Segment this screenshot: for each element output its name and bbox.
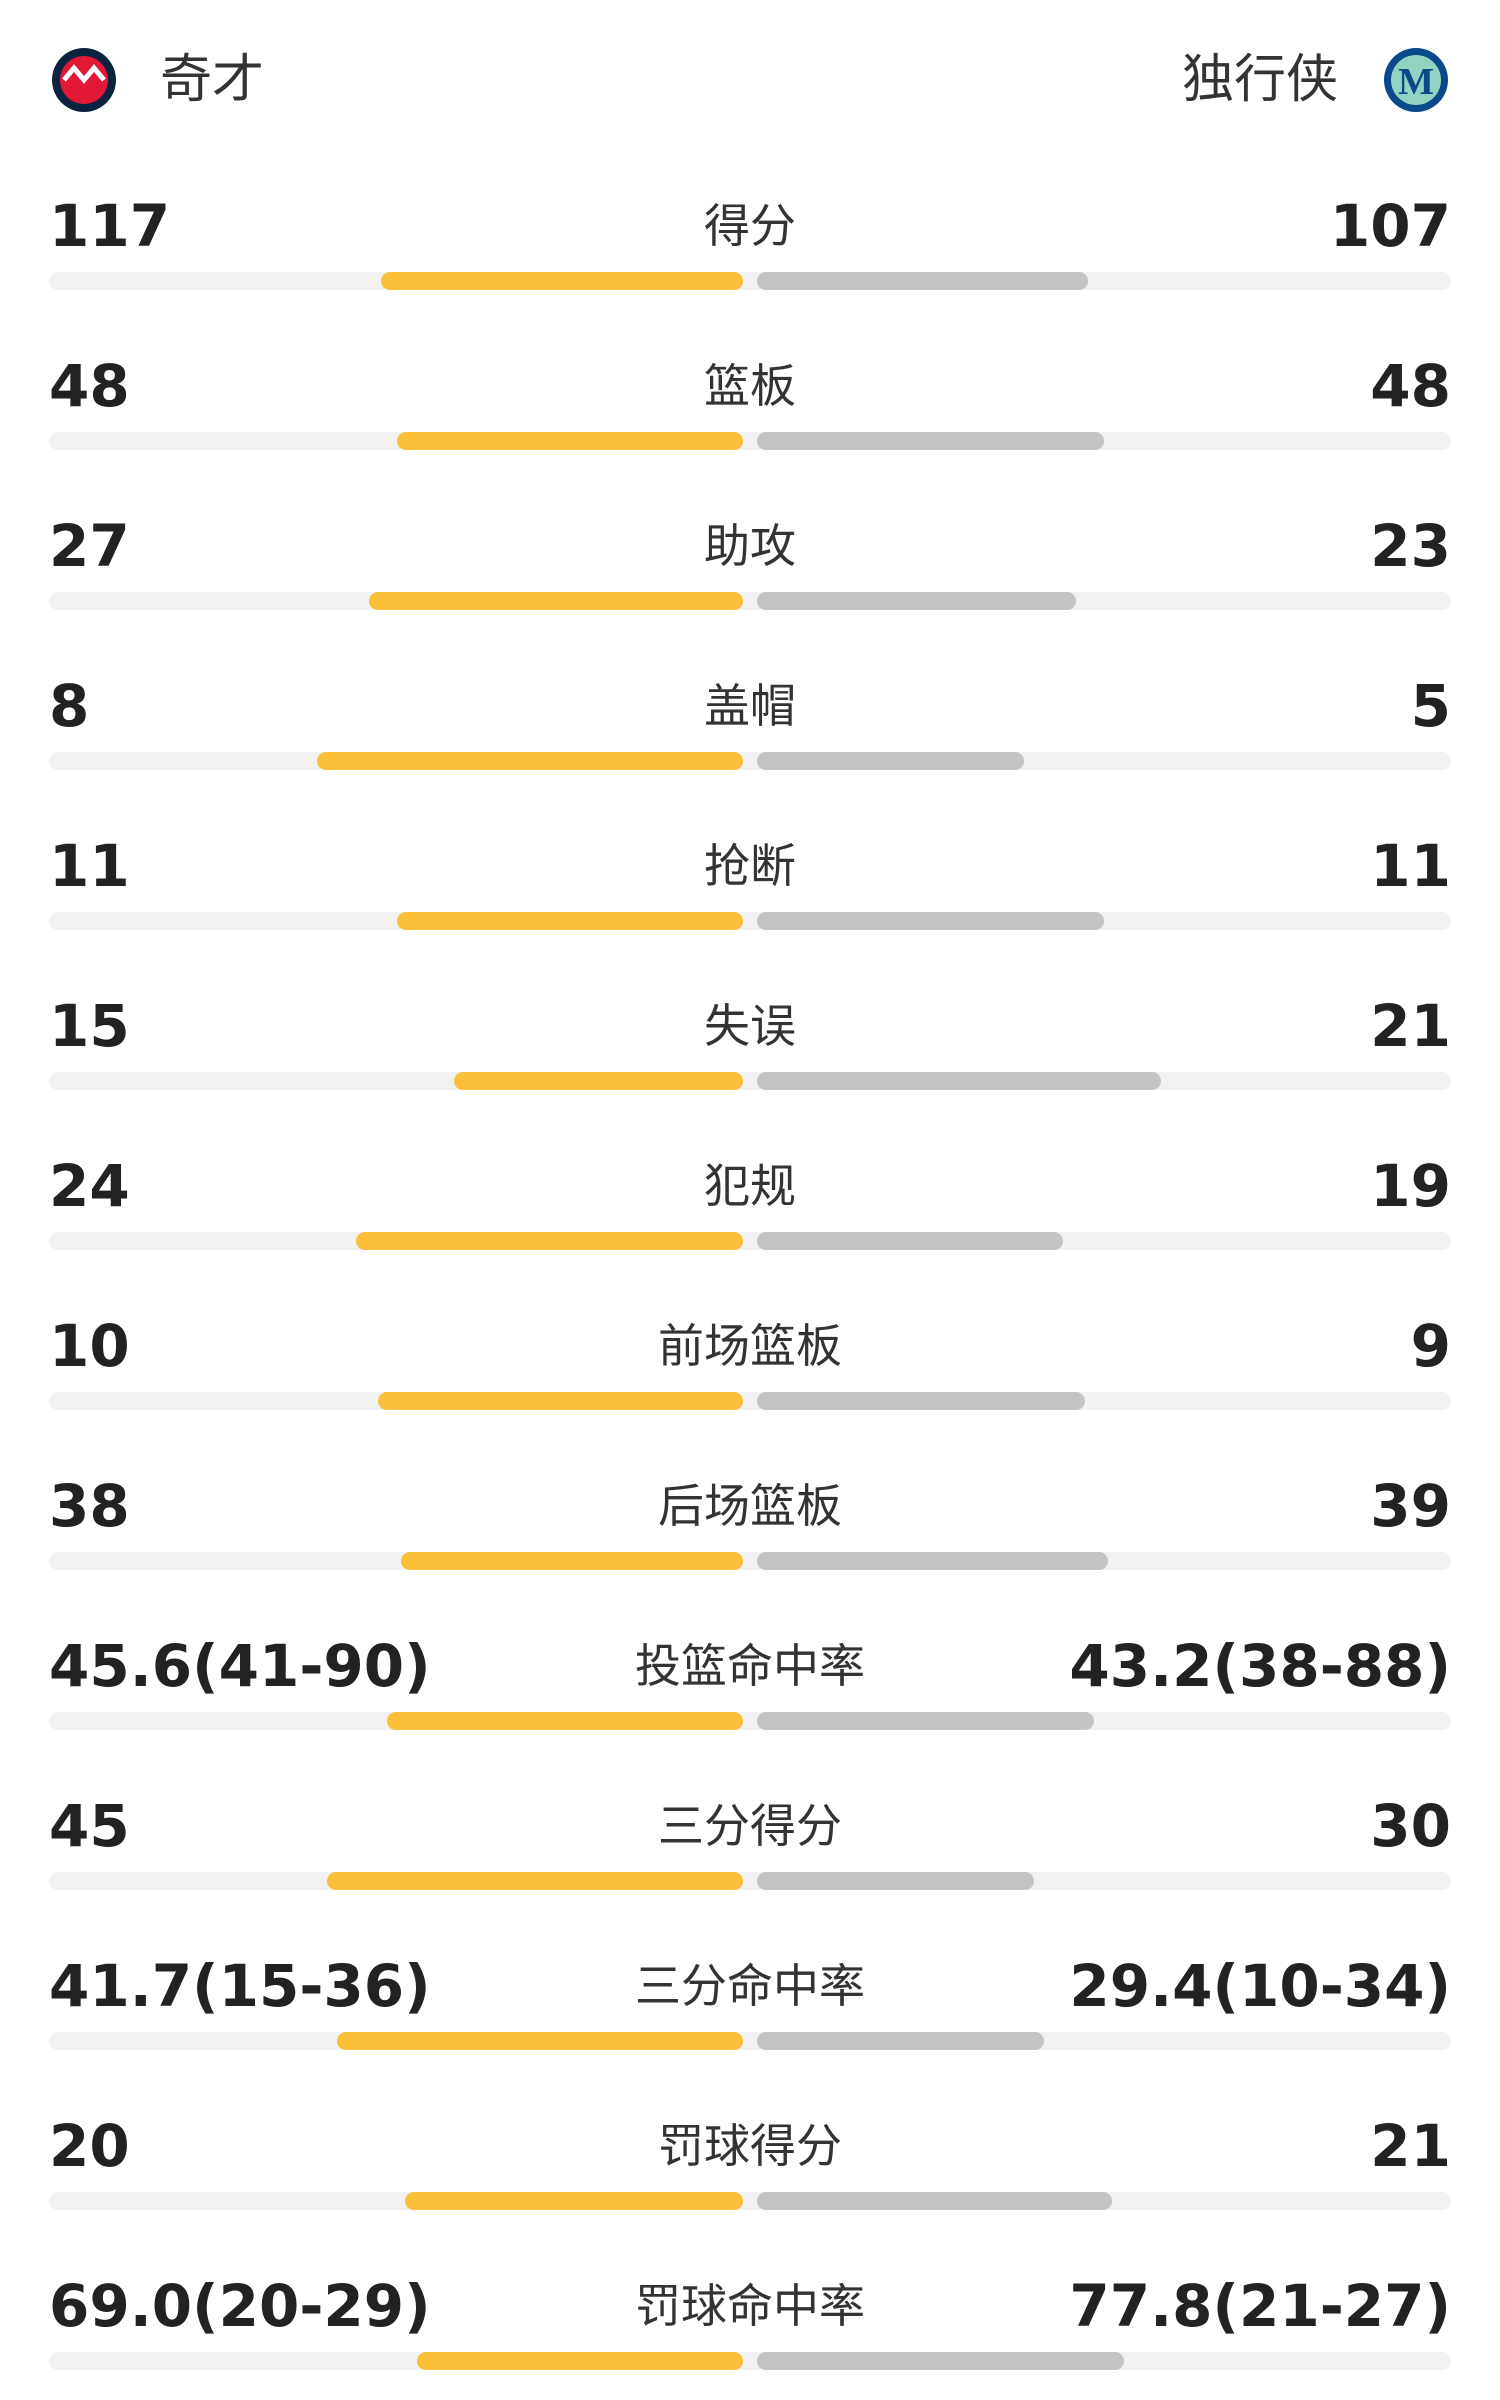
- bar-track: [49, 592, 1451, 610]
- away-value: 19: [1370, 1152, 1451, 1220]
- home-bar: [387, 1712, 743, 1730]
- stat-label: 三分命中率: [635, 1959, 865, 2013]
- bar-track: [49, 1392, 1451, 1410]
- stat-label: 盖帽: [704, 679, 796, 733]
- bar-track: [49, 272, 1451, 290]
- stat-label: 前场篮板: [658, 1319, 842, 1373]
- stat-label: 助攻: [704, 519, 796, 573]
- away-value: 48: [1370, 352, 1451, 420]
- away-value: 107: [1329, 192, 1451, 260]
- away-bar: [757, 592, 1076, 610]
- home-value: 69.0(20-29): [49, 2272, 431, 2340]
- bar-track: [49, 1232, 1451, 1250]
- bar-track: [49, 1072, 1451, 1090]
- stat-label: 犯规: [704, 1159, 796, 1213]
- home-value: 15: [49, 992, 130, 1060]
- away-value: 21: [1370, 992, 1451, 1060]
- home-value: 20: [49, 2112, 130, 2180]
- home-bar: [368, 592, 743, 610]
- home-value: 41.7(15-36): [49, 1952, 431, 2020]
- bar-track: [49, 1552, 1451, 1570]
- home-bar: [336, 2032, 743, 2050]
- bar-track: [49, 2352, 1451, 2370]
- away-value: 39: [1370, 1472, 1451, 1540]
- home-logo: [52, 48, 116, 112]
- bar-track: [49, 2032, 1451, 2050]
- stat-label: 投篮命中率: [635, 1639, 865, 1693]
- home-value: 24: [49, 1152, 130, 1220]
- home-name: 奇才: [160, 50, 265, 110]
- away-bar: [757, 1072, 1162, 1090]
- away-bar: [757, 2032, 1044, 2050]
- stat-label: 得分: [704, 199, 796, 253]
- bar-track: [49, 912, 1451, 930]
- home-bar: [378, 1392, 743, 1410]
- away-value: 9: [1410, 1312, 1451, 1380]
- home-value: 8: [49, 672, 90, 740]
- away-bar: [757, 272, 1089, 290]
- away-logo: M: [1384, 48, 1448, 112]
- home-bar: [417, 2352, 743, 2370]
- away-bar: [757, 1552, 1108, 1570]
- away-value: 21: [1370, 2112, 1451, 2180]
- stat-label: 后场篮板: [658, 1479, 842, 1533]
- stat-label: 三分得分: [658, 1799, 842, 1853]
- bar-track: [49, 1872, 1451, 1890]
- stat-label: 失误: [704, 999, 796, 1053]
- home-bar: [396, 432, 743, 450]
- away-value: 5: [1410, 672, 1451, 740]
- bar-track: [49, 752, 1451, 770]
- home-value: 11: [49, 832, 130, 900]
- away-bar: [757, 1232, 1064, 1250]
- stat-label: 抢断: [704, 839, 796, 893]
- away-bar: [757, 912, 1104, 930]
- home-bar: [401, 1552, 743, 1570]
- home-bar: [327, 1872, 743, 1890]
- home-value: 10: [49, 1312, 130, 1380]
- bar-track: [49, 2192, 1451, 2210]
- home-value: 38: [49, 1472, 130, 1540]
- stat-label: 篮板: [704, 359, 796, 413]
- home-bar: [396, 912, 743, 930]
- away-value: 43.2(38-88): [1069, 1632, 1451, 1700]
- home-value: 27: [49, 512, 130, 580]
- stat-label: 罚球命中率: [635, 2279, 865, 2333]
- away-bar: [757, 1712, 1095, 1730]
- home-bar: [381, 272, 743, 290]
- home-value: 117: [49, 192, 171, 260]
- svg-text:M: M: [1398, 61, 1434, 103]
- home-value: 45: [49, 1792, 130, 1860]
- away-value: 30: [1370, 1792, 1451, 1860]
- away-bar: [757, 1392, 1086, 1410]
- home-value: 48: [49, 352, 130, 420]
- home-bar: [404, 2192, 743, 2210]
- away-name: 独行侠: [1181, 50, 1338, 110]
- home-bar: [316, 752, 743, 770]
- bar-track: [49, 1712, 1451, 1730]
- away-bar: [757, 432, 1104, 450]
- home-bar: [356, 1232, 743, 1250]
- home-value: 45.6(41-90): [49, 1632, 431, 1700]
- away-value: 29.4(10-34): [1069, 1952, 1451, 2020]
- away-value: 23: [1370, 512, 1451, 580]
- away-bar: [757, 752, 1024, 770]
- home-bar: [454, 1072, 743, 1090]
- away-value: 11: [1370, 832, 1451, 900]
- away-bar: [757, 1872, 1035, 1890]
- bar-track: [49, 432, 1451, 450]
- away-bar: [757, 2192, 1112, 2210]
- away-bar: [757, 2352, 1125, 2370]
- away-value: 77.8(21-27): [1069, 2272, 1451, 2340]
- stat-label: 罚球得分: [658, 2119, 842, 2173]
